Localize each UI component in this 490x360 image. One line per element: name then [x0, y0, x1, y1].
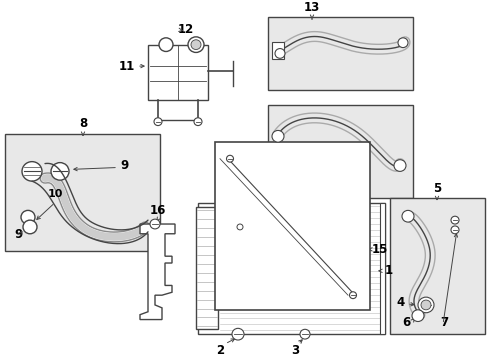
- Bar: [196, 207, 218, 329]
- Circle shape: [188, 37, 204, 53]
- Circle shape: [194, 118, 202, 126]
- Polygon shape: [215, 142, 370, 310]
- Circle shape: [300, 329, 310, 339]
- Circle shape: [275, 49, 285, 58]
- Text: 16: 16: [150, 204, 166, 217]
- Bar: [268, 17, 413, 90]
- Text: 7: 7: [440, 316, 448, 329]
- Circle shape: [150, 219, 160, 229]
- Text: 8: 8: [79, 117, 87, 130]
- Bar: [268, 105, 413, 198]
- Circle shape: [226, 155, 234, 162]
- Circle shape: [22, 162, 42, 181]
- Circle shape: [412, 310, 424, 321]
- Text: 15: 15: [372, 243, 389, 256]
- Text: 14: 14: [310, 186, 326, 200]
- Circle shape: [51, 163, 69, 180]
- Text: 5: 5: [433, 182, 441, 195]
- Text: 4: 4: [397, 296, 405, 309]
- Circle shape: [394, 160, 406, 171]
- Circle shape: [398, 38, 408, 48]
- Text: 11: 11: [119, 60, 135, 73]
- Circle shape: [191, 40, 201, 50]
- Text: 12: 12: [178, 23, 194, 36]
- Bar: [380, 203, 385, 334]
- Circle shape: [451, 226, 459, 234]
- Text: 6: 6: [402, 316, 410, 329]
- Bar: [272, 42, 284, 59]
- Circle shape: [272, 130, 284, 142]
- Circle shape: [237, 224, 243, 230]
- Text: 10: 10: [48, 189, 63, 199]
- Text: 9: 9: [14, 228, 22, 241]
- Circle shape: [154, 118, 162, 126]
- Text: 13: 13: [304, 1, 320, 14]
- Polygon shape: [140, 224, 175, 320]
- Bar: [198, 203, 385, 334]
- Text: 1: 1: [385, 264, 393, 277]
- Text: 3: 3: [291, 344, 299, 357]
- Bar: [5, 134, 160, 251]
- Text: 9: 9: [120, 159, 128, 172]
- Circle shape: [349, 292, 357, 298]
- Circle shape: [23, 220, 37, 234]
- Text: 2: 2: [216, 344, 224, 357]
- Circle shape: [418, 297, 434, 313]
- Bar: [390, 198, 485, 334]
- Circle shape: [451, 216, 459, 224]
- Circle shape: [232, 328, 244, 340]
- Circle shape: [421, 300, 431, 310]
- Circle shape: [159, 38, 173, 51]
- Bar: [148, 45, 208, 100]
- Circle shape: [21, 210, 35, 224]
- Circle shape: [402, 210, 414, 222]
